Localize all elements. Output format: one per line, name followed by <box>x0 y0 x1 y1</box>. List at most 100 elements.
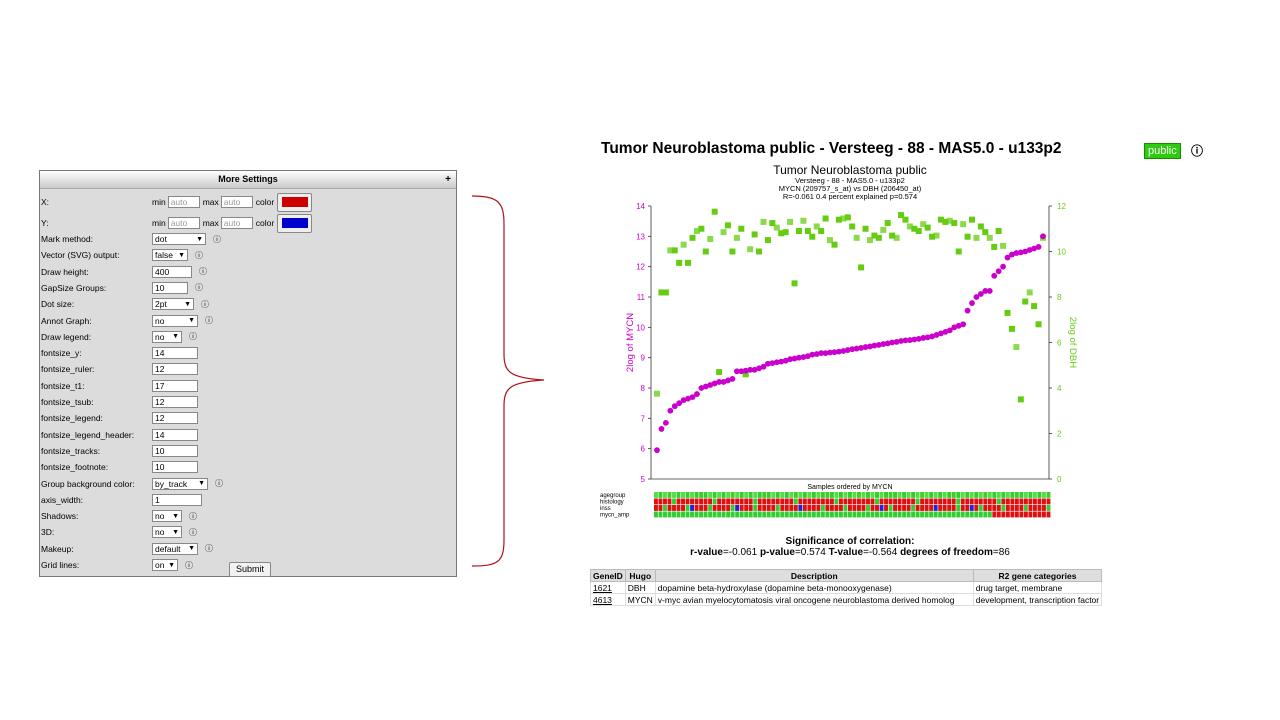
track-cell <box>825 505 830 511</box>
track-cell <box>1037 511 1042 518</box>
setting-input[interactable]: 12 <box>152 396 198 408</box>
track-cell <box>717 492 722 498</box>
dbh-point <box>711 208 718 215</box>
track-cell <box>924 492 929 498</box>
track-cell <box>658 511 663 518</box>
mycn-point <box>707 382 714 388</box>
gene-id-link[interactable]: 1621 <box>593 582 612 593</box>
setting-label: fontsize_footnote: <box>41 462 109 473</box>
track-cell <box>987 498 992 505</box>
setting-select[interactable]: no ▼ <box>152 330 182 343</box>
track-cell <box>960 505 965 511</box>
track-cell <box>730 505 735 511</box>
info-icon[interactable]: ⓘ <box>189 511 197 521</box>
setting-select[interactable]: on ▼ <box>152 559 178 571</box>
setting-select[interactable]: no ▼ <box>152 526 182 539</box>
y-color-picker[interactable] <box>277 213 313 233</box>
info-icon[interactable]: ⓘ <box>195 283 203 293</box>
track-cell <box>1014 492 1019 498</box>
dbh-point <box>880 226 887 233</box>
expand-icon[interactable]: + <box>445 174 451 185</box>
info-icon[interactable]: ⓘ <box>213 234 221 244</box>
t-value-label: T-value <box>828 547 864 558</box>
info-icon[interactable]: ⓘ <box>205 316 213 325</box>
x-max-input[interactable]: auto <box>220 196 253 208</box>
setting-select[interactable]: false ▼ <box>152 249 188 262</box>
dbh-point <box>840 215 847 222</box>
info-icon[interactable]: ⓘ <box>195 250 203 260</box>
dbh-point <box>716 369 723 376</box>
setting-input[interactable]: 14 <box>152 347 198 360</box>
track-cell <box>924 498 929 505</box>
mycn-point <box>906 337 913 343</box>
right-tick-label: 8 <box>1057 293 1062 302</box>
track-cell <box>708 505 713 511</box>
track-cell <box>965 511 970 518</box>
track-cell <box>861 498 866 505</box>
track-cell <box>1014 505 1019 511</box>
setting-input[interactable]: 1 <box>152 493 202 506</box>
track-cell <box>870 498 875 505</box>
track-cell <box>663 511 667 518</box>
y-min-input[interactable]: auto <box>167 217 200 229</box>
track-cell <box>866 511 870 518</box>
track-cell <box>658 498 663 505</box>
y-max-input[interactable]: auto <box>220 217 253 229</box>
setting-input[interactable]: 400 <box>152 265 192 278</box>
track-cell <box>730 498 735 505</box>
track-cell <box>942 505 947 511</box>
mycn-point <box>853 345 860 352</box>
track-cell <box>1032 498 1037 505</box>
track-cell <box>857 492 861 498</box>
y-color-swatch <box>281 218 308 228</box>
dbh-point <box>680 241 687 248</box>
info-icon[interactable]: ⓘ <box>205 544 213 554</box>
setting-input[interactable]: 12 <box>152 412 198 425</box>
x-min-label: min <box>152 197 166 207</box>
track-cell <box>983 498 988 505</box>
submit-button[interactable]: Submit <box>229 562 271 577</box>
setting-select[interactable]: no ▼ <box>152 314 198 327</box>
info-icon[interactable]: ⓘ <box>199 267 207 277</box>
mycn-point <box>800 354 807 360</box>
setting-select[interactable]: default ▼ <box>152 542 198 555</box>
track-cell <box>1041 505 1046 511</box>
setting-input[interactable]: 10 <box>152 461 198 474</box>
info-icon[interactable]: ⓘ <box>201 299 209 309</box>
info-icon[interactable]: ⓘ <box>215 479 223 488</box>
track-cell <box>703 511 708 518</box>
info-icon[interactable]: ⓘ <box>189 527 197 537</box>
dbh-point <box>964 233 971 240</box>
track-cell <box>996 505 1001 511</box>
setting-label: Group background color: <box>41 478 135 489</box>
setting-input[interactable]: 17 <box>152 379 198 392</box>
mycn-point <box>911 336 918 343</box>
setting-input[interactable]: 12 <box>152 363 198 376</box>
info-icon[interactable]: ⓘ <box>185 560 193 570</box>
mycn-point <box>1017 249 1024 256</box>
track-cell <box>870 505 875 511</box>
setting-select[interactable]: no ▼ <box>152 510 182 523</box>
dbh-point <box>747 246 754 253</box>
info-icon[interactable]: ⓘ <box>1191 144 1204 158</box>
setting-input[interactable]: 10 <box>152 281 188 294</box>
right-tick-label: 12 <box>1057 202 1066 211</box>
x-min-input[interactable]: auto <box>167 196 200 208</box>
gene-id-link[interactable]: 4613 <box>593 594 612 605</box>
dbh-point <box>787 218 794 225</box>
track-cell <box>1001 498 1006 505</box>
setting-input[interactable]: 10 <box>152 444 198 457</box>
track-cell <box>1032 511 1037 518</box>
track-cell <box>672 511 676 518</box>
info-icon[interactable]: ⓘ <box>189 332 197 342</box>
setting-select[interactable]: 2pt ▼ <box>152 298 194 311</box>
track-cell <box>969 492 974 498</box>
setting-select[interactable]: dot ▼ <box>152 233 206 245</box>
track-cell <box>861 505 866 511</box>
track-cell <box>879 498 884 505</box>
track-cell <box>658 505 663 511</box>
track-cell <box>685 511 690 518</box>
x-color-picker[interactable] <box>277 192 313 212</box>
setting-select[interactable]: by_track ▼ <box>152 477 208 490</box>
setting-input[interactable]: 14 <box>152 428 198 441</box>
